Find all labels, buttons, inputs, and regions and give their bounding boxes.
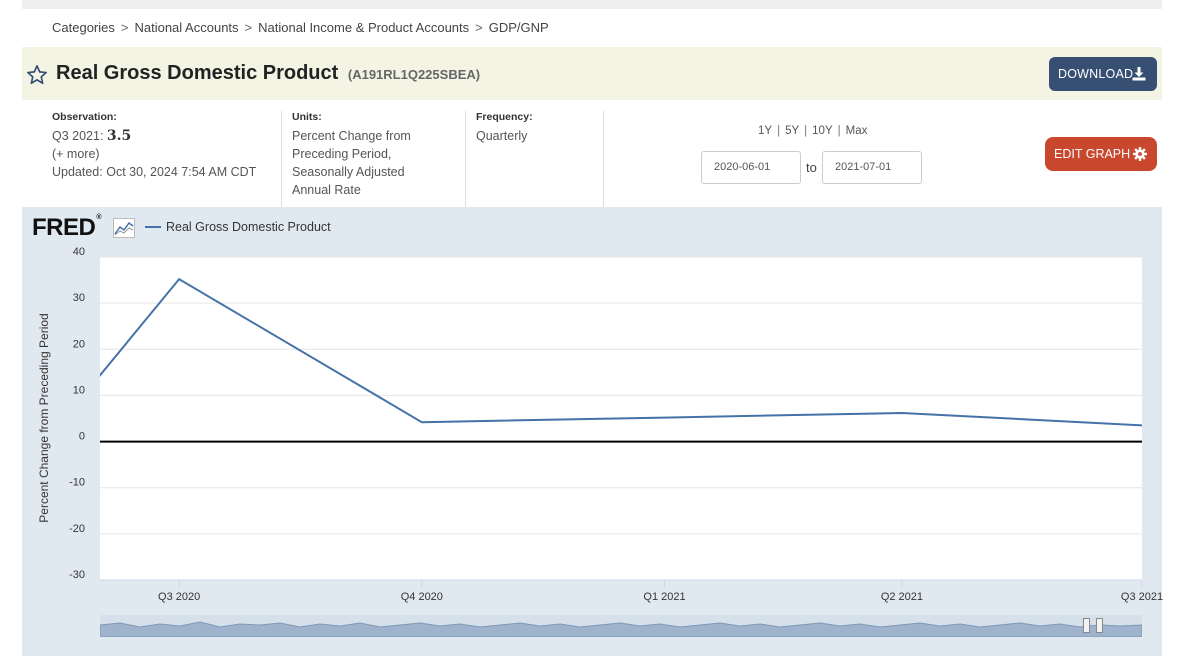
top-strip xyxy=(22,0,1162,9)
updated-value: Oct 30, 2024 7:54 AM CDT xyxy=(106,165,257,179)
end-date-input[interactable]: 2021-07-01 xyxy=(822,151,922,184)
legend-label: Real Gross Domestic Product xyxy=(166,220,331,234)
frequency-block: Frequency: Quarterly xyxy=(476,111,533,145)
updated-label: Updated: xyxy=(52,165,103,179)
download-icon xyxy=(1132,67,1146,81)
units-line: Seasonally Adjusted xyxy=(292,165,405,179)
breadcrumb-national-accounts[interactable]: National Accounts xyxy=(134,20,239,35)
download-button[interactable]: DOWNLOAD xyxy=(1049,57,1157,91)
divider xyxy=(465,111,466,207)
fred-logo-text: FRED xyxy=(32,214,96,241)
start-date-input[interactable]: 2020-06-01 xyxy=(701,151,801,184)
y-tick-label: -30 xyxy=(69,569,85,581)
units-label: Units: xyxy=(292,111,322,123)
range-max[interactable]: Max xyxy=(845,125,868,137)
download-button-label: DOWNLOAD xyxy=(1058,67,1134,81)
navigator-sparkline xyxy=(99,621,1143,638)
range-10y[interactable]: 10Y xyxy=(812,125,833,137)
fred-logo-mark: ® xyxy=(96,214,102,221)
legend-swatch xyxy=(145,225,161,228)
breadcrumb-separator: > xyxy=(475,20,483,35)
frequency-label: Frequency: xyxy=(476,111,533,123)
range-1y[interactable]: 1Y xyxy=(758,125,773,137)
breadcrumb: Categories > National Accounts > National In… xyxy=(52,20,549,35)
y-tick-label: 30 xyxy=(73,292,85,304)
breadcrumb-nipa[interactable]: National Income & Product Accounts xyxy=(258,20,470,35)
observation-block: Observation: Q3 2021: 3.5 (+ more) Updat… xyxy=(52,111,256,181)
y-tick-label: -20 xyxy=(69,523,85,535)
x-tick-label: Q2 2021 xyxy=(881,591,923,603)
star-icon[interactable] xyxy=(26,64,48,86)
observation-value: 3.5 xyxy=(106,128,132,144)
units-line: Annual Rate xyxy=(292,183,361,197)
divider xyxy=(603,111,604,207)
y-tick-label: -10 xyxy=(69,477,85,489)
x-tick-label: Q3 2021 xyxy=(1121,591,1163,603)
date-to-label: to xyxy=(806,160,817,175)
y-tick-label: 20 xyxy=(73,338,85,350)
breadcrumb-categories[interactable]: Categories xyxy=(52,20,115,35)
frequency-value: Quarterly xyxy=(476,129,528,143)
x-tick-label: Q1 2021 xyxy=(643,591,685,603)
y-tick-label: 40 xyxy=(73,246,85,258)
navigator-handle-left[interactable] xyxy=(1083,618,1090,633)
edit-graph-button-label: EDIT GRAPH xyxy=(1054,147,1131,161)
range-separator: | xyxy=(804,125,808,137)
observation-period: Q3 2021: xyxy=(52,129,104,143)
more-observations-link[interactable]: (+ more) xyxy=(52,147,100,161)
range-5y[interactable]: 5Y xyxy=(785,125,800,137)
x-tick-label: Q4 2020 xyxy=(401,591,443,603)
range-selector: 1Y | 5Y | 10Y | Max xyxy=(758,125,867,137)
breadcrumb-gdp-gnp[interactable]: GDP/GNP xyxy=(488,20,549,35)
observation-label: Observation: xyxy=(52,111,117,123)
edit-graph-button[interactable]: EDIT GRAPH xyxy=(1045,137,1157,171)
divider xyxy=(281,111,282,207)
fred-logo: FRED® xyxy=(32,214,101,242)
series-id: (A191RL1Q225SBEA) xyxy=(347,67,481,82)
breadcrumb-separator: > xyxy=(120,20,129,35)
chart-legend[interactable]: Real Gross Domestic Product xyxy=(145,220,331,234)
navigator-handle-right[interactable] xyxy=(1096,618,1103,633)
y-tick-label: 10 xyxy=(73,384,85,396)
range-separator: | xyxy=(837,125,841,137)
units-line: Percent Change from xyxy=(292,129,411,143)
range-navigator[interactable] xyxy=(99,615,1143,638)
breadcrumb-separator: > xyxy=(244,20,253,35)
chart-line-icon xyxy=(113,218,135,238)
x-tick-label: Q3 2020 xyxy=(158,591,200,603)
units-block: Units: Percent Change from Preceding Per… xyxy=(292,111,411,199)
y-tick-label: 0 xyxy=(79,431,85,443)
title-bar xyxy=(22,47,1162,100)
page-title: Real Gross Domestic Product (A191RL1Q225… xyxy=(56,62,480,85)
gear-icon xyxy=(1133,147,1147,161)
range-separator: | xyxy=(777,125,781,137)
series-line xyxy=(100,277,1142,427)
series-title: Real Gross Domestic Product xyxy=(56,62,339,84)
units-line: Preceding Period, xyxy=(292,147,392,161)
